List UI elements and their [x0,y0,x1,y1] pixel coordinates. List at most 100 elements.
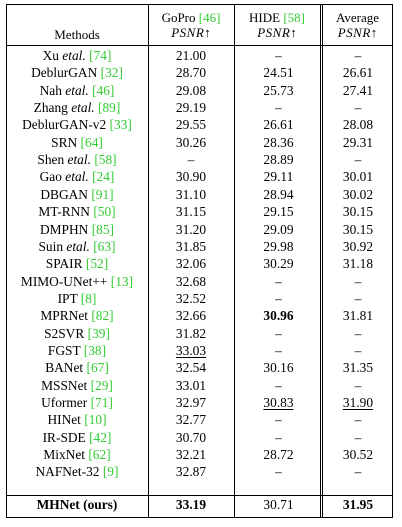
average-value: 31.35 [342,360,374,376]
up-arrow-icon: ↑ [370,25,378,40]
citation-link[interactable]: [62] [88,447,111,463]
gopro-value: 28.70 [175,65,207,81]
citation-link[interactable]: [58] [94,152,117,168]
table-row: DeblurGAN-v2 [33] 29.55 26.61 28.08 [6,116,393,133]
method-name: IPT [8] [6,290,148,307]
method-label: MIMO-UNet++ [20,273,111,289]
method-name: Uformer [71] [6,394,148,411]
average-value: 30.15 [342,221,374,237]
citation-link[interactable]: [85] [91,221,115,237]
method-label: Suin [38,238,67,254]
gopro-citation: [46] [198,10,221,25]
average-value: – [354,429,362,445]
citation-link[interactable]: [91] [91,186,114,202]
method-name: SRN [64] [6,134,148,151]
hide-citation: [58] [283,10,305,25]
method-label: Zhang [33,100,72,116]
hide-value: 29.98 [263,238,294,254]
citation-link[interactable]: [82] [91,308,114,324]
citation-link[interactable]: [46] [92,82,115,98]
hide-value: – [275,325,282,341]
method-name: MHNet (ours) [36,497,118,512]
average-value: 31.81 [342,308,374,324]
gopro-value: 32.77 [175,412,207,428]
header-gopro: GoPro [46] PSNR↑ [148,10,234,40]
average-value: 28.08 [342,117,374,133]
table-row: IR-SDE [42] 30.70 – – [6,429,393,446]
table-row: FGST [38] 33.03 – – [6,342,393,359]
method-label: DeblurGAN-v2 [22,117,110,133]
citation-link[interactable]: [29] [90,377,113,393]
average-value: 30.92 [342,238,374,254]
citation-link[interactable]: [71] [90,395,113,410]
citation-link[interactable]: [8] [80,290,97,306]
citation-link[interactable]: [32] [100,65,123,81]
citation-link[interactable]: [67] [86,360,109,376]
header-methods: Methods [6,27,148,42]
citation-link[interactable]: [38] [83,342,107,358]
average-value: – [354,377,362,393]
gopro-value: 29.55 [175,117,207,133]
hide-value: 24.51 [263,65,294,81]
average-value: 31.90 [342,395,374,410]
method-label: IR-SDE [42,429,90,445]
table-row: Zhang etal. [89] 29.19 – – [6,99,393,116]
et-al-label: etal. [62,48,86,63]
gopro-value: 30.26 [175,134,207,150]
citation-link[interactable]: [74] [89,48,112,63]
method-name: MIMO-UNet++ [13] [6,273,148,290]
citation-link[interactable]: [64] [80,134,103,150]
hide-value: – [275,464,282,480]
et-al-label: etal. [65,82,89,98]
gopro-value: 29.19 [175,100,207,116]
column-divider [148,4,149,518]
gopro-value: 31.10 [175,186,207,202]
table-row: MT-RNN [50] 31.15 29.15 30.15 [6,203,393,220]
citation-link[interactable]: [33] [109,117,132,133]
citation-link[interactable]: [13] [110,273,134,289]
gopro-value: 32.54 [175,360,207,376]
citation-link[interactable]: [52] [85,256,109,272]
hide-value: – [275,290,282,306]
average-value: 30.01 [342,169,374,185]
citation-link[interactable]: [89] [98,100,121,116]
table-row: MPRNet [82] 32.66 30.96 31.81 [6,307,393,324]
method-name: Suin etal. [63] [6,238,148,255]
method-name: DBGAN [91] [6,186,148,203]
table-row: NAFNet-32 [9] 32.87 – – [6,463,393,480]
method-name: FGST [38] [6,342,148,359]
table-row: HINet [10] 32.77 – – [6,411,393,428]
gopro-value: 33.19 [175,497,207,512]
citation-link[interactable]: [50] [93,204,116,220]
hide-value: – [275,342,282,358]
citation-link[interactable]: [39] [87,325,110,341]
hide-value: 28.94 [263,186,294,202]
hide-value: – [275,48,282,63]
header-rule [6,45,393,46]
table-row: S2SVR [39] 31.82 – – [6,325,393,342]
citation-link[interactable]: [10] [84,412,107,428]
hide-value: 29.09 [263,221,294,237]
method-name: DeblurGAN-v2 [33] [6,116,148,133]
hide-value: 30.16 [263,360,294,376]
et-al-label: etal. [67,152,91,168]
citation-link[interactable]: [63] [93,238,116,254]
method-label: NAFNet-32 [35,464,103,480]
gopro-label: GoPro [161,10,196,25]
method-name: Zhang etal. [89] [6,99,148,116]
citation-link[interactable]: [24] [92,169,115,185]
hide-value: 30.83 [263,395,294,410]
table-row: Uformer [71] 32.97 30.83 31.90 [6,394,393,411]
results-table-frame [6,4,393,518]
hide-value: – [275,273,282,289]
hide-metric: PSNR [257,25,291,40]
average-value: 31.95 [342,497,374,512]
method-name: Nah etal. [46] [6,82,148,99]
table-row: DeblurGAN [32] 28.70 24.51 26.61 [6,64,393,81]
gopro-value: – [187,152,195,168]
gopro-value: 32.87 [175,464,207,480]
average-value: 26.61 [342,65,374,81]
table-row: DMPHN [85] 31.20 29.09 30.15 [6,221,393,238]
citation-link[interactable]: [42] [89,429,112,445]
citation-link[interactable]: [9] [102,464,119,480]
